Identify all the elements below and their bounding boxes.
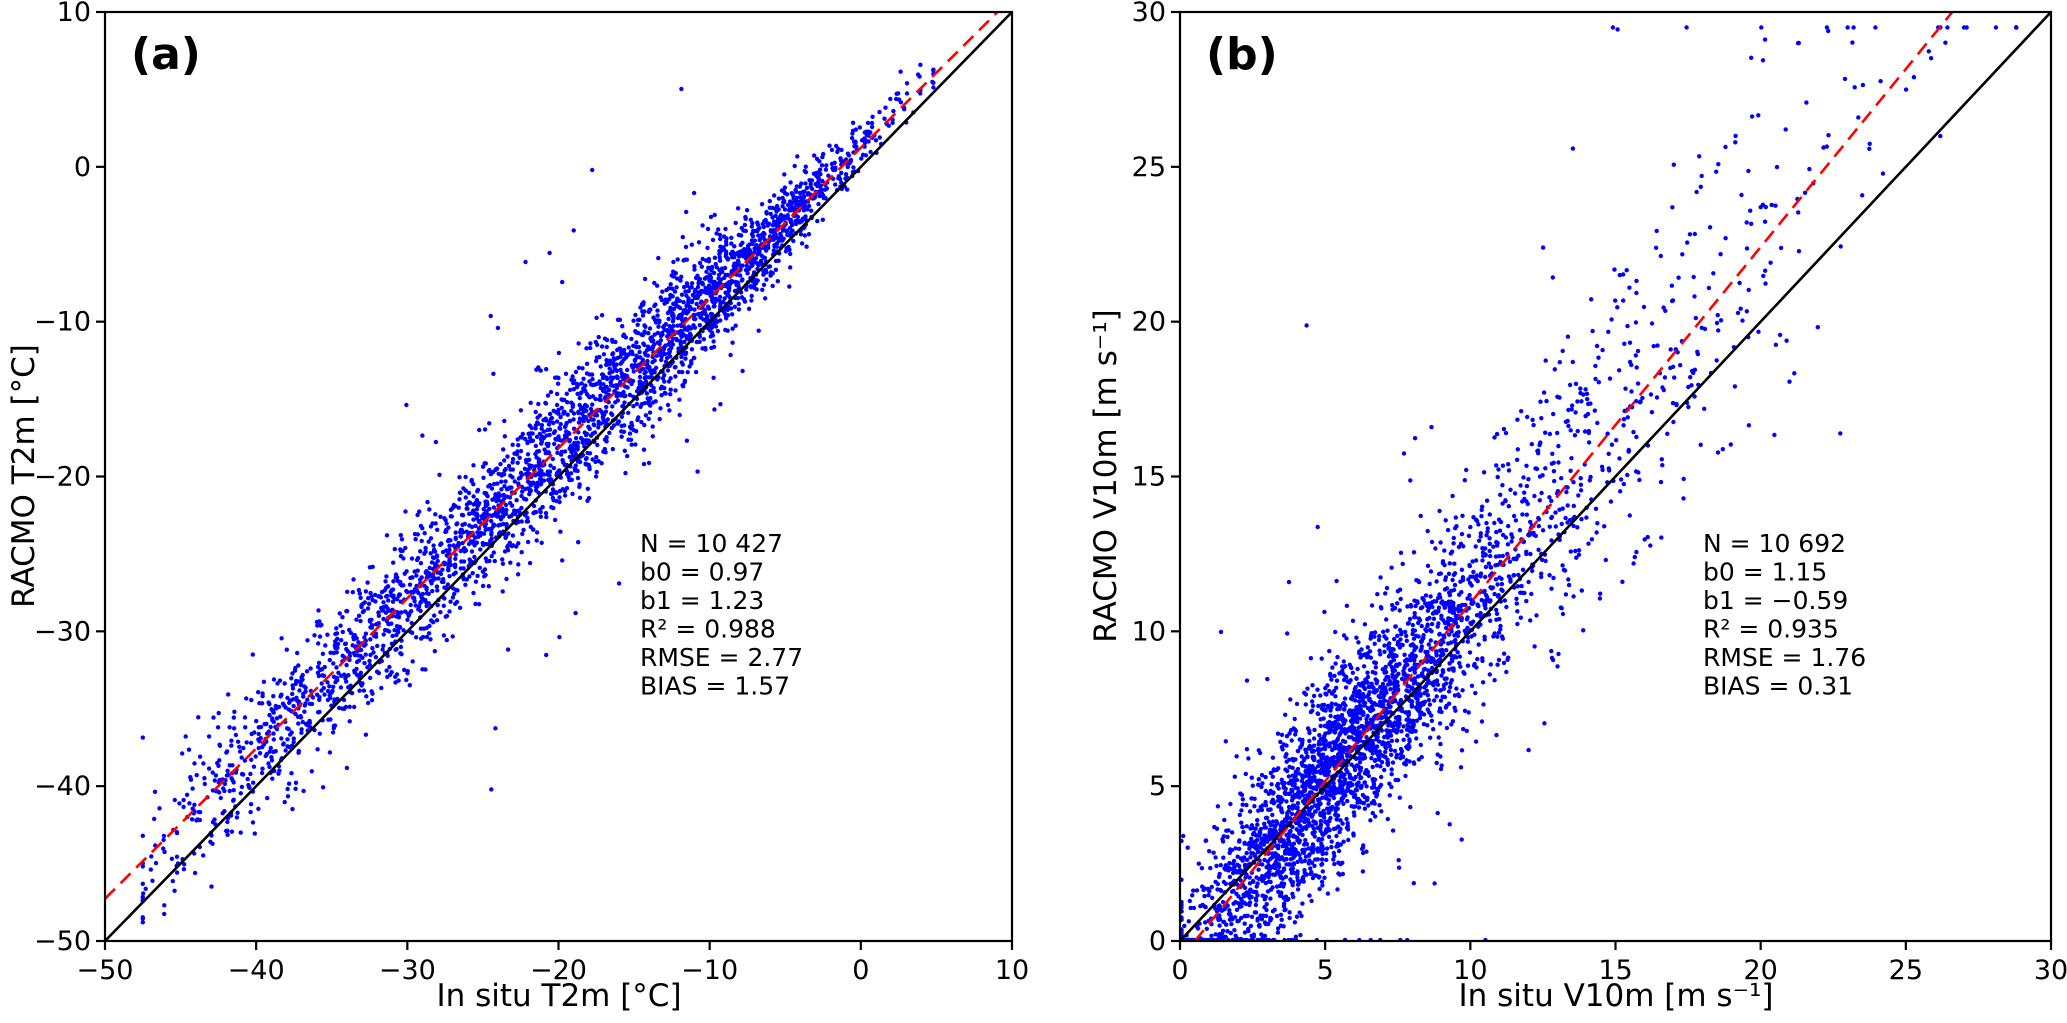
stats-line: b1 = 1.23 [640,586,764,615]
y-tick-label: 10 [57,0,91,28]
panel-b-ylabel: RACMO V10m [m s⁻¹] [1088,309,1124,642]
x-tick-label: −30 [379,955,436,986]
y-tick-label: −40 [34,771,91,802]
stats-line: R² = 0.988 [640,615,776,644]
x-tick-label: 20 [1743,955,1777,986]
scatter-points [1180,25,2019,941]
y-tick-label: 15 [1132,462,1166,493]
x-tick-label: 10 [1453,955,1487,986]
panel-a-xlabel: In situ T2m [°C] [436,978,681,1014]
y-tick-label: 20 [1132,307,1166,338]
x-tick-label: −10 [681,955,738,986]
x-tick-label: 30 [2034,955,2067,986]
scatter-points [140,62,936,925]
x-tick-label: 10 [995,955,1029,986]
panel-a: −50 −40 −30 −20 −10 0 10 −50 −40 −30 −20 −10 0 10 N = … [34,0,1029,986]
regression-line [104,11,999,900]
x-tick-label: −20 [530,955,587,986]
y-tick-label: −50 [34,926,91,957]
y-tick-label: 10 [1132,616,1166,647]
stats-line: N = 10 427 [640,529,783,558]
stats-line: RMSE = 2.77 [640,643,803,672]
stats-line: b1 = −0.59 [1703,586,1848,615]
y-tick-label: −30 [34,616,91,647]
x-tick-label: −50 [77,955,134,986]
y-tick-label: −10 [34,307,91,338]
stats-line: BIAS = 1.57 [640,672,790,701]
x-tick-label: 15 [1598,955,1632,986]
x-tick-label: 0 [852,955,869,986]
y-tick-label: 0 [1149,926,1166,957]
x-tick-label: 5 [1317,955,1334,986]
stats-line: b0 = 0.97 [640,558,764,587]
stats-line: N = 10 692 [1703,529,1846,558]
y-tick-label: 30 [1132,0,1166,28]
panel-b-xlabel: In situ V10m [m s⁻¹] [1459,978,1774,1014]
y-tick-label: 0 [74,152,91,183]
stats-line: b0 = 1.15 [1703,558,1827,587]
y-tick-label: −20 [34,462,91,493]
x-tick-label: −40 [228,955,285,986]
x-tick-label: 25 [1889,955,1923,986]
panel-a-ylabel: RACMO T2m [°C] [6,344,42,608]
panel-b-label: (b) [1206,29,1278,80]
identity-line [1179,11,2052,942]
y-tick-label: 5 [1149,771,1166,802]
regression-line [1193,11,1954,942]
stats-line: R² = 0.935 [1703,615,1839,644]
identity-line [104,11,1013,942]
stats-line: BIAS = 0.31 [1703,672,1853,701]
panel-a-label: (a) [131,29,201,80]
stats-line: RMSE = 1.76 [1703,643,1866,672]
x-tick-label: 0 [1171,955,1188,986]
y-tick-label: 25 [1132,152,1166,183]
